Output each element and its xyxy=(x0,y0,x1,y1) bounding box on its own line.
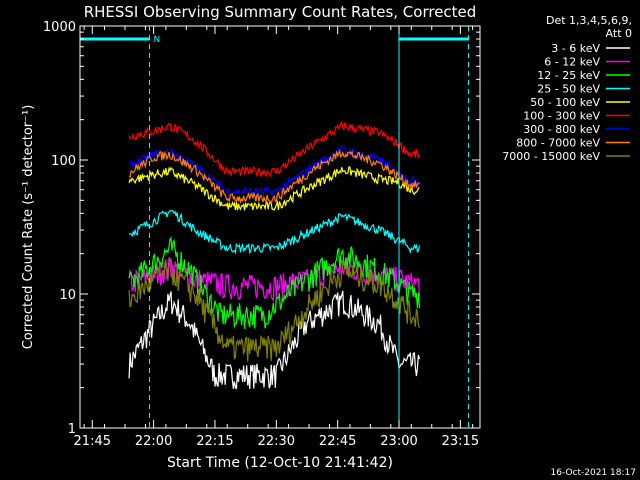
series-3-6-kev xyxy=(128,290,421,390)
plot-frame xyxy=(79,25,481,429)
series-12-25-kev xyxy=(128,236,421,329)
series-line xyxy=(128,257,421,362)
y-tick-label: 10 xyxy=(59,288,76,303)
annotation-label: N xyxy=(154,35,161,45)
series-25-50-kev xyxy=(128,209,421,255)
y-tick-label: 1 xyxy=(68,422,76,437)
chart-title: RHESSI Observing Summary Count Rates, Co… xyxy=(84,3,477,21)
series-50-100-kev xyxy=(128,166,420,211)
x-axis-label: Start Time (12-Oct-10 21:41:42) xyxy=(167,455,393,471)
x-tick-label: 22:15 xyxy=(196,434,233,449)
legend-label: 3 - 6 keV xyxy=(551,42,600,55)
legend-label: 7000 - 15000 keV xyxy=(502,150,600,163)
y-axis-label: Corrected Count Rate (s⁻¹ detector⁻¹) xyxy=(21,105,36,350)
series-line xyxy=(128,148,420,204)
x-tick-label: 21:45 xyxy=(74,434,111,449)
series-300-800-kev xyxy=(128,145,421,199)
axes-layer: 21:45 22:00 22:15 22:30 22:45 23:00 23:15 1 10 10… xyxy=(43,20,481,449)
x-tick-label: 22:45 xyxy=(319,434,356,449)
legend-label: 12 - 25 keV xyxy=(537,69,600,82)
legend-label: 50 - 100 keV xyxy=(530,96,600,109)
series-layer xyxy=(128,121,421,390)
series-line xyxy=(128,145,421,199)
x-tick-label: 23:15 xyxy=(442,434,479,449)
legend-title: Att 0 xyxy=(606,27,632,40)
series-7000-15000-kev xyxy=(128,257,421,362)
series-line xyxy=(128,290,421,390)
legend-title: Det 1,3,4,5,6,9, xyxy=(546,14,632,27)
legend-label: 300 - 800 keV xyxy=(523,123,600,136)
series-line xyxy=(128,236,421,329)
legend-label: 800 - 7000 keV xyxy=(516,137,600,150)
series-line xyxy=(128,166,420,211)
legend-label: 6 - 12 keV xyxy=(544,56,600,69)
timestamp: 16-Oct-2021 18:17 xyxy=(551,468,636,478)
x-tick-label: 22:30 xyxy=(258,434,295,449)
legend-label: 25 - 50 keV xyxy=(537,83,600,96)
series-line xyxy=(128,209,421,255)
legend-label: 100 - 300 keV xyxy=(523,110,600,123)
x-tick-label: 23:00 xyxy=(380,434,417,449)
x-tick-label: 22:00 xyxy=(135,434,172,449)
series-800-7000-kev xyxy=(128,148,420,204)
series-100-300-kev xyxy=(128,121,421,178)
y-tick-label: 1000 xyxy=(43,20,76,35)
y-tick-label: 100 xyxy=(51,154,76,169)
series-line xyxy=(128,121,421,178)
